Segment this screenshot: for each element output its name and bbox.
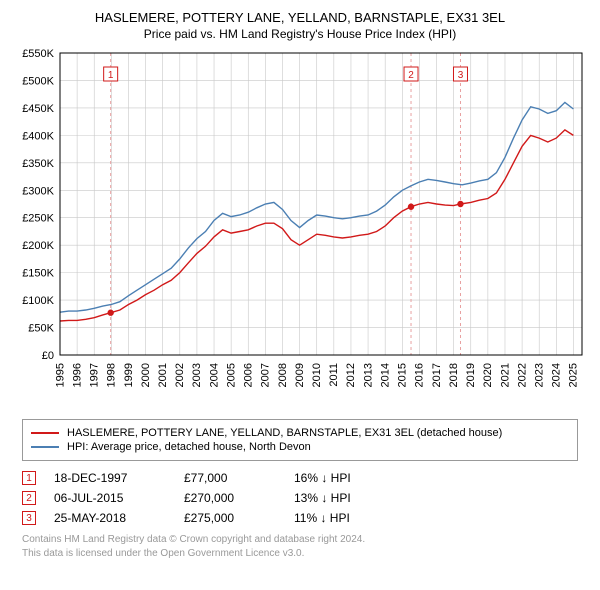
- svg-text:2015: 2015: [397, 363, 409, 387]
- svg-text:2013: 2013: [362, 363, 374, 387]
- svg-text:2014: 2014: [379, 363, 391, 387]
- footnote-line: This data is licensed under the Open Gov…: [22, 547, 578, 561]
- svg-text:2019: 2019: [465, 363, 477, 387]
- svg-text:1997: 1997: [89, 363, 101, 387]
- svg-text:1996: 1996: [71, 363, 83, 387]
- footnote-line: Contains HM Land Registry data © Crown c…: [22, 533, 578, 547]
- sale-diff: 13% ↓ HPI: [294, 491, 351, 505]
- chart-title: HASLEMERE, POTTERY LANE, YELLAND, BARNST…: [0, 0, 600, 25]
- legend-label: HPI: Average price, detached house, Nort…: [67, 441, 311, 453]
- sale-marker-icon: 2: [22, 491, 36, 505]
- svg-text:2004: 2004: [208, 363, 220, 387]
- svg-text:2002: 2002: [174, 363, 186, 387]
- chart-canvas: £0 £50K £100K £150K £200K £250K £300K £350K £400…: [0, 47, 600, 407]
- svg-text:1999: 1999: [123, 363, 135, 387]
- svg-text:£50K: £50K: [28, 323, 54, 335]
- svg-text:2021: 2021: [499, 363, 511, 387]
- svg-text:£450K: £450K: [22, 103, 54, 115]
- sale-date: 18-DEC-1997: [54, 471, 184, 485]
- sale-row: 3 25-MAY-2018£275,00011% ↓ HPI: [22, 511, 578, 525]
- svg-text:2016: 2016: [414, 363, 426, 387]
- sale-row: 1 18-DEC-1997£77,00016% ↓ HPI: [22, 471, 578, 485]
- sale-date: 25-MAY-2018: [54, 511, 184, 525]
- svg-text:2020: 2020: [482, 363, 494, 387]
- svg-text:2009: 2009: [294, 363, 306, 387]
- legend-label: HASLEMERE, POTTERY LANE, YELLAND, BARNST…: [67, 427, 502, 439]
- svg-text:2001: 2001: [157, 363, 169, 387]
- svg-text:2018: 2018: [448, 363, 460, 387]
- svg-text:2012: 2012: [345, 363, 357, 387]
- svg-text:1: 1: [108, 70, 114, 81]
- legend-swatch-icon: [31, 446, 59, 448]
- chart-subtitle: Price paid vs. HM Land Registry's House …: [0, 25, 600, 47]
- sale-price: £275,000: [184, 511, 294, 525]
- svg-text:2008: 2008: [277, 363, 289, 387]
- sale-diff: 16% ↓ HPI: [294, 471, 351, 485]
- svg-text:3: 3: [458, 70, 464, 81]
- svg-text:2023: 2023: [534, 363, 546, 387]
- sale-diff: 11% ↓ HPI: [294, 511, 350, 525]
- svg-text:£350K: £350K: [22, 158, 54, 170]
- sale-row: 2 06-JUL-2015£270,00013% ↓ HPI: [22, 491, 578, 505]
- svg-text:£100K: £100K: [22, 295, 54, 307]
- sale-price: £270,000: [184, 491, 294, 505]
- legend-item-property: HASLEMERE, POTTERY LANE, YELLAND, BARNST…: [31, 427, 569, 439]
- svg-text:£500K: £500K: [22, 75, 54, 87]
- svg-text:£200K: £200K: [22, 240, 54, 252]
- svg-text:2024: 2024: [551, 363, 563, 387]
- sale-price: £77,000: [184, 471, 294, 485]
- svg-text:2022: 2022: [516, 363, 528, 387]
- svg-text:£400K: £400K: [22, 130, 54, 142]
- footnote: Contains HM Land Registry data © Crown c…: [22, 533, 578, 560]
- svg-text:2: 2: [408, 70, 414, 81]
- svg-text:1995: 1995: [54, 363, 66, 387]
- legend: HASLEMERE, POTTERY LANE, YELLAND, BARNST…: [22, 419, 578, 461]
- svg-text:2005: 2005: [225, 363, 237, 387]
- legend-swatch-icon: [31, 432, 59, 434]
- svg-text:2003: 2003: [191, 363, 203, 387]
- svg-text:£300K: £300K: [22, 185, 54, 197]
- svg-text:2025: 2025: [568, 363, 580, 387]
- svg-text:£550K: £550K: [22, 48, 54, 60]
- sale-date: 06-JUL-2015: [54, 491, 184, 505]
- svg-text:2011: 2011: [328, 363, 340, 387]
- price-chart: £0 £50K £100K £150K £200K £250K £300K £350K £400…: [0, 47, 600, 407]
- sale-marker-icon: 1: [22, 471, 36, 485]
- svg-text:2007: 2007: [260, 363, 272, 387]
- sales-table: 1 18-DEC-1997£77,00016% ↓ HPI 2 06-JUL-2015…: [22, 471, 578, 525]
- svg-text:2006: 2006: [243, 363, 255, 387]
- svg-text:2017: 2017: [431, 363, 443, 387]
- legend-item-hpi: HPI: Average price, detached house, Nort…: [31, 441, 569, 453]
- svg-text:£250K: £250K: [22, 213, 54, 225]
- sale-marker-icon: 3: [22, 511, 36, 525]
- svg-text:2010: 2010: [311, 363, 323, 387]
- svg-text:1998: 1998: [106, 363, 118, 387]
- svg-text:£0: £0: [42, 350, 54, 362]
- svg-text:£150K: £150K: [22, 268, 54, 280]
- svg-text:2000: 2000: [140, 363, 152, 387]
